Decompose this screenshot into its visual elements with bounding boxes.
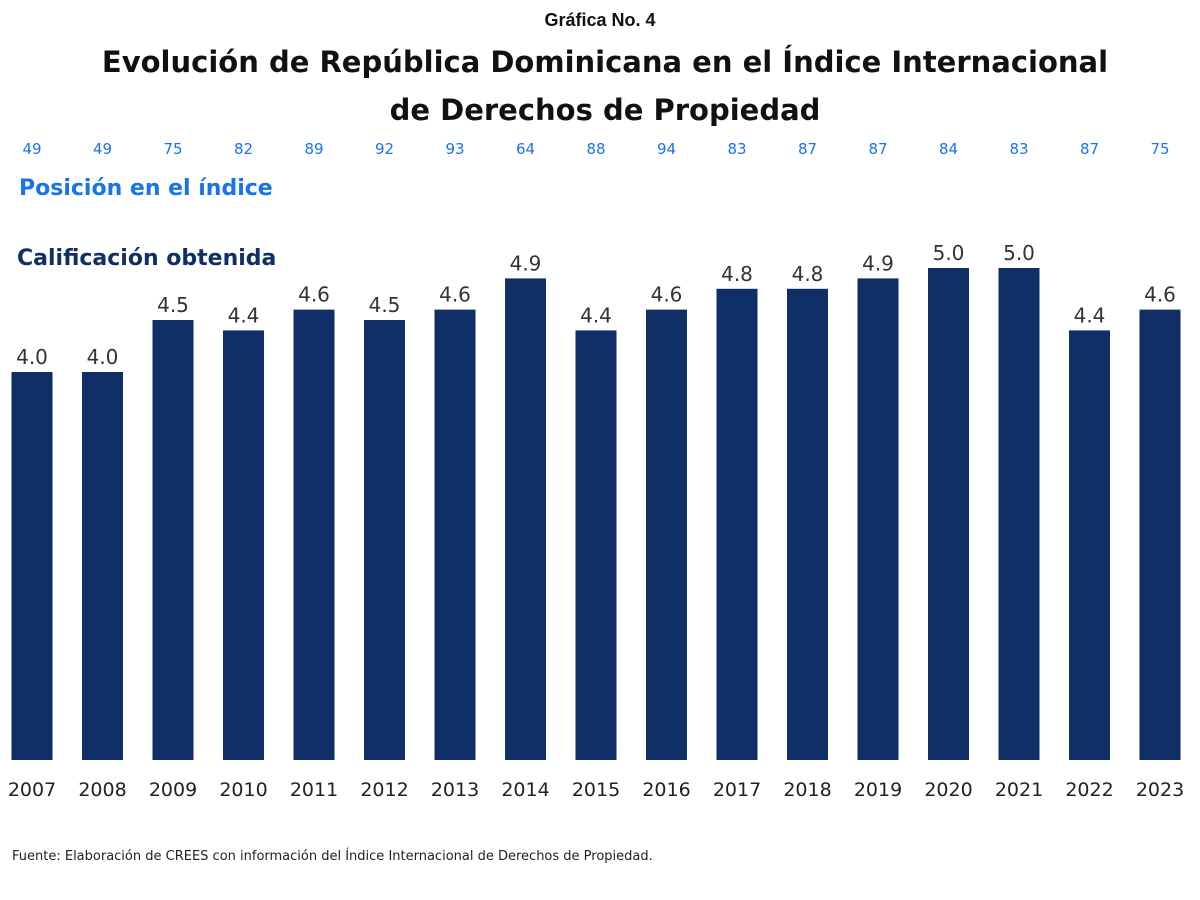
value-label-2008: 4.0	[87, 345, 119, 369]
bar-2014	[505, 278, 546, 760]
rank-label-2021: 83	[1009, 140, 1028, 158]
bar-2007	[11, 372, 53, 760]
rank-label-2008: 49	[93, 140, 112, 158]
x-tick-2013: 2013	[431, 779, 479, 801]
x-tick-2008: 2008	[78, 779, 126, 801]
legend-score-label: Calificación obtenida	[17, 246, 277, 271]
rank-label-2007: 49	[22, 140, 41, 158]
x-tick-2012: 2012	[360, 779, 408, 801]
value-label-2007: 4.0	[16, 345, 48, 369]
bar-2015	[575, 330, 617, 760]
bar-2018	[787, 288, 828, 760]
x-tick-2014: 2014	[501, 779, 549, 801]
x-tick-2016: 2016	[642, 779, 690, 801]
x-tick-2010: 2010	[219, 779, 267, 801]
bar-2023	[1139, 309, 1181, 760]
value-label-2015: 4.4	[580, 303, 612, 327]
chart-title: Evolución de República Dominicana en el …	[101, 45, 1109, 127]
legend-position-label: Posición en el índice	[19, 176, 273, 201]
rank-label-2023: 75	[1150, 140, 1169, 158]
x-tick-2015: 2015	[572, 779, 620, 801]
x-tick-2017: 2017	[713, 779, 761, 801]
bar-2021	[998, 268, 1040, 760]
bar-2022	[1069, 330, 1110, 760]
bar-2012	[364, 320, 405, 760]
value-label-2011: 4.6	[298, 283, 330, 307]
bar-2020	[928, 268, 969, 760]
x-tick-2007: 2007	[8, 779, 56, 801]
rank-label-2014: 64	[516, 140, 535, 158]
rank-label-2017: 83	[727, 140, 746, 158]
x-tick-2009: 2009	[149, 779, 197, 801]
value-label-2009: 4.5	[157, 293, 189, 317]
bar-2017	[716, 288, 758, 760]
x-tick-2021: 2021	[995, 779, 1043, 801]
rank-label-2011: 89	[304, 140, 323, 158]
x-tick-2020: 2020	[924, 779, 972, 801]
x-tick-2022: 2022	[1065, 779, 1113, 801]
value-label-2010: 4.4	[228, 303, 260, 327]
value-label-2012: 4.5	[369, 293, 401, 317]
rank-label-2015: 88	[586, 140, 605, 158]
bar-2009	[152, 320, 194, 760]
x-tick-2011: 2011	[290, 779, 338, 801]
rank-label-2016: 94	[657, 140, 676, 158]
rank-label-2020: 84	[939, 140, 958, 158]
x-tick-2023: 2023	[1136, 779, 1184, 801]
bar-2011	[293, 309, 335, 760]
bar-2016	[646, 309, 687, 760]
value-label-2022: 4.4	[1074, 303, 1106, 327]
rank-label-2010: 82	[234, 140, 253, 158]
source-note: Fuente: Elaboración de CREES con informa…	[12, 849, 653, 864]
value-label-2019: 4.9	[862, 251, 894, 275]
value-label-2021: 5.0	[1003, 241, 1035, 265]
bar-2010	[223, 330, 264, 760]
value-label-2023: 4.6	[1144, 283, 1176, 307]
rank-label-2022: 87	[1080, 140, 1099, 158]
bar-2013	[434, 309, 476, 760]
rank-label-2009: 75	[163, 140, 182, 158]
value-label-2017: 4.8	[721, 262, 753, 286]
value-label-2014: 4.9	[510, 251, 542, 275]
rank-label-2012: 92	[375, 140, 394, 158]
value-label-2018: 4.8	[792, 262, 824, 286]
bar-2019	[857, 278, 899, 760]
rank-label-2013: 93	[445, 140, 464, 158]
x-tick-2018: 2018	[783, 779, 831, 801]
rank-label-2019: 87	[868, 140, 887, 158]
value-label-2020: 5.0	[933, 241, 965, 265]
chart-supertitle: Gráfica No. 4	[544, 10, 656, 30]
bar-2008	[82, 372, 123, 760]
value-label-2016: 4.6	[651, 283, 683, 307]
value-label-2013: 4.6	[439, 283, 471, 307]
x-tick-2019: 2019	[854, 779, 902, 801]
rank-label-2018: 87	[798, 140, 817, 158]
